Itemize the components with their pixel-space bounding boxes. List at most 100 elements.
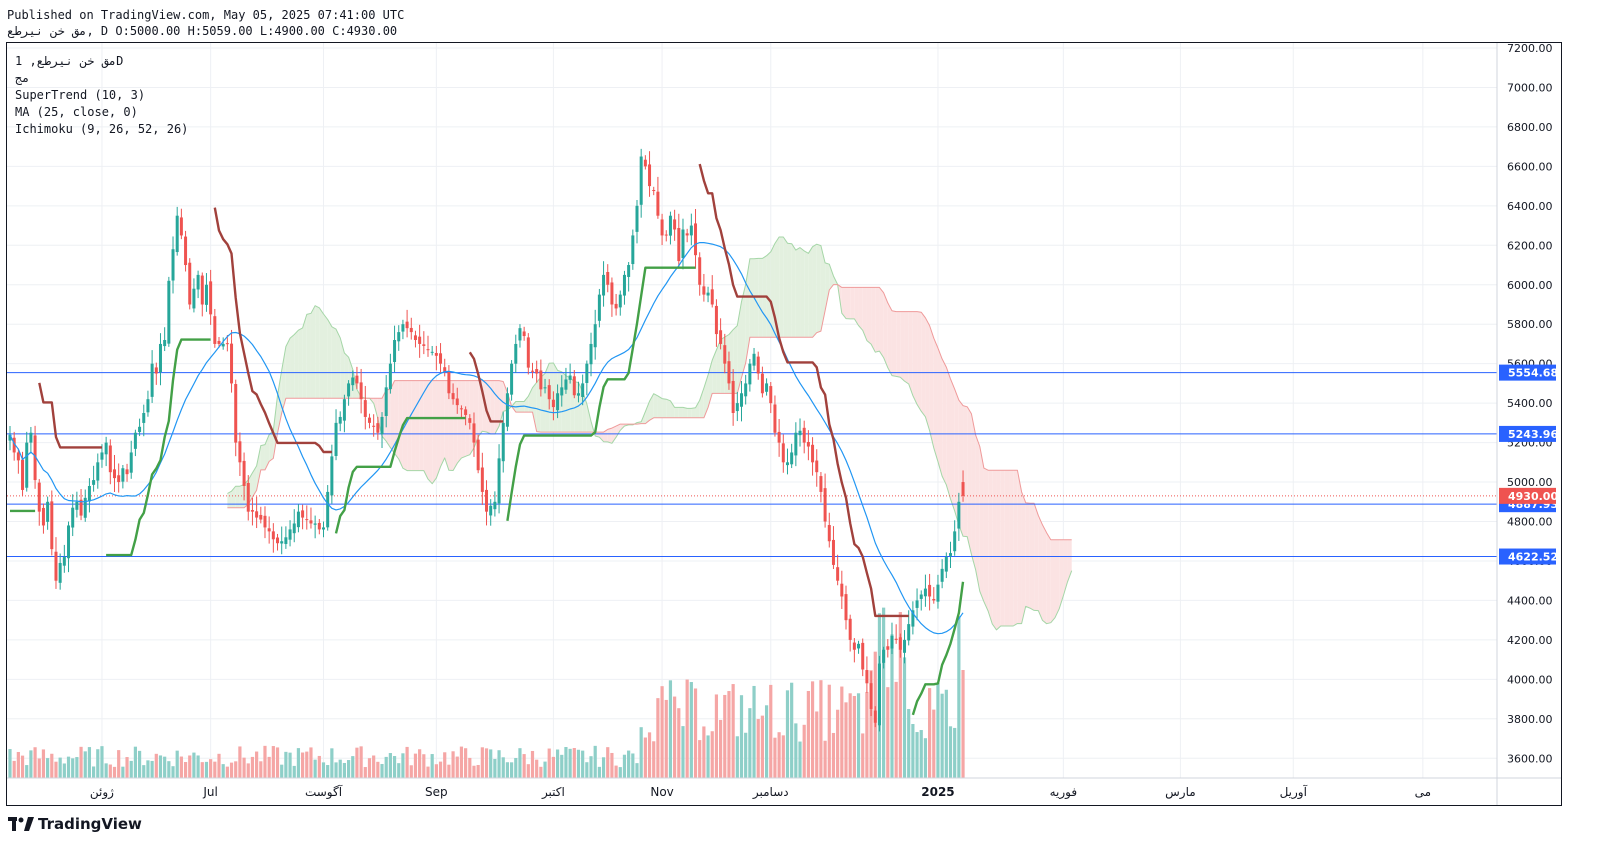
candle-body xyxy=(92,480,96,485)
cloud-segment xyxy=(812,244,817,338)
cloud-segment xyxy=(875,287,880,353)
candle-body xyxy=(602,274,606,296)
volume-bar xyxy=(635,763,639,778)
candle-body xyxy=(844,594,848,621)
cloud-segment xyxy=(682,407,688,418)
cloud-segment xyxy=(963,405,968,537)
volume-bar xyxy=(719,719,723,778)
volume-bar xyxy=(213,761,217,778)
volume-bar xyxy=(234,761,238,778)
candle-body xyxy=(418,336,422,344)
cloud-segment xyxy=(269,430,274,462)
candle-body xyxy=(464,409,468,415)
candle-body xyxy=(865,670,869,684)
candle-body xyxy=(21,459,25,490)
volume-bar xyxy=(263,745,267,778)
candle-body xyxy=(271,531,275,540)
cloud-segment xyxy=(779,237,784,338)
candle-body xyxy=(685,233,689,236)
volume-bar xyxy=(790,682,794,778)
cloud-segment xyxy=(611,426,617,444)
candle-body xyxy=(242,460,246,486)
price-tick-label: 6000.00 xyxy=(1507,279,1553,292)
chart-frame[interactable] xyxy=(6,42,1562,806)
tradingview-logo[interactable]: TradingView xyxy=(8,815,142,833)
legend-ma[interactable]: MA (25, close, 0) xyxy=(15,105,138,119)
candle-body xyxy=(689,225,693,236)
volume-bar xyxy=(514,758,518,778)
supertrend-down-segment xyxy=(468,351,504,423)
volume-bar xyxy=(221,764,225,778)
volume-bar xyxy=(560,754,564,778)
candle-body xyxy=(723,345,727,364)
volume-bar xyxy=(351,756,355,778)
candle-body xyxy=(840,583,844,597)
cloud-segment xyxy=(1038,515,1043,621)
candle-body xyxy=(238,441,242,463)
candle-body xyxy=(133,432,137,449)
volume-bar xyxy=(852,695,856,778)
candle-body xyxy=(71,507,75,528)
candle-body xyxy=(748,363,752,385)
cloud-segment xyxy=(808,246,813,338)
cloud-segment xyxy=(737,301,742,394)
volume-bar xyxy=(167,761,171,778)
cloud-segment xyxy=(1013,470,1018,627)
candle-body xyxy=(326,491,330,528)
cloud-segment xyxy=(432,380,437,484)
volume-bar xyxy=(459,746,464,778)
volume-bar xyxy=(133,746,137,778)
candle-body xyxy=(777,431,781,443)
volume-bar xyxy=(856,693,861,778)
candle-body xyxy=(643,159,647,167)
candle-body xyxy=(698,257,702,285)
volume-bar xyxy=(710,731,714,778)
candle-body xyxy=(250,510,254,512)
candle-body xyxy=(572,376,576,396)
candle-body xyxy=(827,525,831,542)
volume-bar xyxy=(505,762,510,778)
level-price-label: 5554.68 xyxy=(1508,367,1558,380)
legend-ichimoku[interactable]: Ichimoku (9, 26, 52, 26) xyxy=(15,122,189,136)
volume-bar xyxy=(593,745,597,778)
candle-body xyxy=(363,400,367,417)
candle-body xyxy=(957,501,961,529)
supertrend-up-segment xyxy=(334,416,466,534)
cloud-segment xyxy=(273,395,278,459)
volume-bar xyxy=(137,750,142,778)
legend-supertrend[interactable]: SuperTrend (10, 3) xyxy=(15,88,146,102)
volume-bar xyxy=(209,759,213,778)
supertrend-down-segment xyxy=(698,163,909,618)
volume-bar xyxy=(250,756,255,778)
legend-symbol[interactable]: مق خن نیرطع, 1D xyxy=(15,54,124,68)
cloud-segment xyxy=(749,258,755,338)
cloud-segment xyxy=(971,413,976,570)
volume-bar xyxy=(200,762,204,778)
cloud-segment xyxy=(988,470,993,625)
supertrend-up-segment xyxy=(106,338,211,557)
volume-bar xyxy=(292,765,296,778)
volume-bar xyxy=(902,657,907,778)
cloud-segment xyxy=(896,311,901,378)
cloud-segment xyxy=(891,310,897,377)
volume-bar xyxy=(802,724,806,778)
candle-body xyxy=(100,452,104,460)
volume-bar xyxy=(773,737,777,778)
cloud-segment xyxy=(996,470,1001,630)
candle-body xyxy=(204,284,208,305)
supertrend-up-segment xyxy=(911,581,965,716)
volume-bar xyxy=(363,767,367,778)
volume-bar xyxy=(940,693,944,778)
price-tick-label: 7200.00 xyxy=(1507,42,1553,55)
candle-body xyxy=(510,363,514,395)
cloud-segment xyxy=(820,245,826,332)
volume-bar xyxy=(785,690,790,778)
volume-bar xyxy=(806,690,810,778)
candle-body xyxy=(8,434,12,441)
volume-bar xyxy=(627,750,631,778)
volume-bar xyxy=(41,749,46,778)
volume-bar xyxy=(798,741,802,778)
volume-bar xyxy=(447,764,451,778)
candle-body xyxy=(196,274,200,290)
